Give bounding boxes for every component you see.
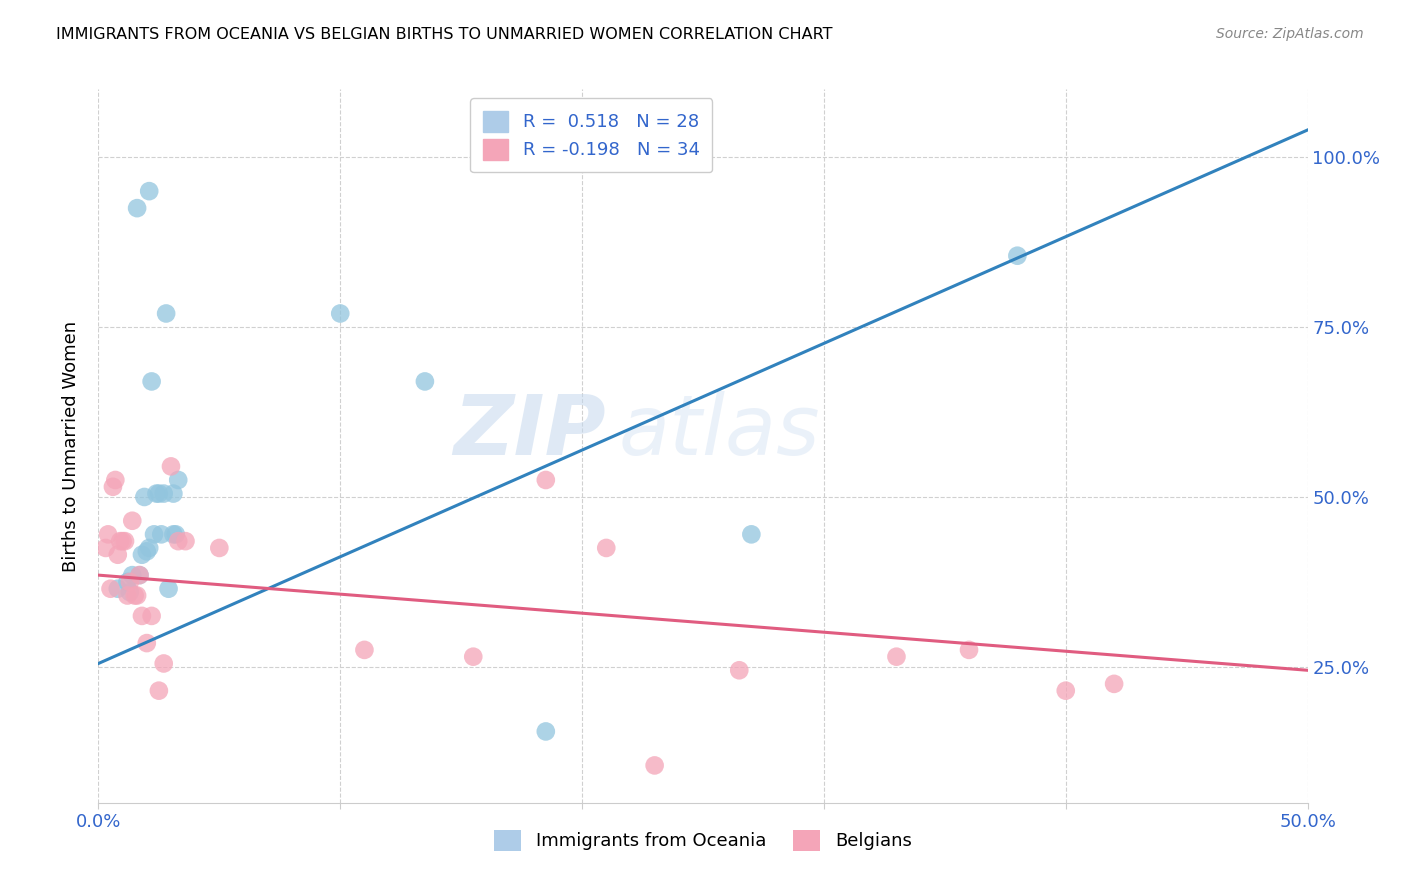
Point (127, 201, 149, 215)
Point (131, 608, 153, 623)
Point (740, 527, 762, 541)
Point (157, 582, 180, 596)
Text: atlas: atlas (619, 392, 820, 472)
Point (957, 643, 980, 657)
Point (143, 527, 166, 541)
Point (208, 541, 231, 555)
Point (534, 724, 557, 739)
Point (1007, 249, 1029, 263)
Point (111, 534, 134, 549)
Point (138, 184, 160, 198)
Legend: Immigrants from Oceania, Belgians: Immigrants from Oceania, Belgians (486, 822, 920, 858)
Point (413, 375, 436, 389)
Point (128, 568, 150, 582)
Point (165, 527, 187, 541)
Point (152, 657, 174, 671)
Point (353, 643, 375, 657)
Point (117, 589, 139, 603)
Point (100, 582, 122, 596)
Text: ZIP: ZIP (454, 392, 606, 472)
Point (595, 541, 617, 555)
Point (148, 486, 170, 500)
Point (127, 589, 149, 603)
Point (141, 375, 163, 389)
Point (174, 534, 197, 549)
Point (148, 683, 170, 698)
Point (162, 486, 184, 500)
Point (167, 534, 190, 549)
Text: Source: ZipAtlas.com: Source: ZipAtlas.com (1216, 27, 1364, 41)
Point (150, 527, 173, 541)
Point (155, 306, 177, 320)
Point (117, 574, 139, 589)
Point (131, 548, 153, 562)
Point (886, 649, 908, 664)
Point (1054, 683, 1077, 698)
Point (329, 306, 352, 320)
Point (152, 486, 174, 500)
Point (101, 480, 124, 494)
Point (463, 649, 485, 664)
Point (138, 541, 160, 555)
Point (162, 527, 184, 541)
Point (97, 527, 120, 541)
Point (534, 473, 557, 487)
Point (108, 534, 131, 549)
Point (121, 568, 143, 582)
Point (114, 534, 136, 549)
Point (1102, 677, 1125, 691)
Point (118, 585, 141, 599)
Y-axis label: Births to Unmarried Women: Births to Unmarried Women (62, 320, 80, 572)
Point (104, 473, 127, 487)
Point (135, 544, 157, 558)
Point (728, 663, 751, 677)
Point (160, 459, 183, 474)
Point (145, 486, 167, 500)
Point (644, 758, 666, 772)
Point (107, 582, 129, 596)
Point (167, 473, 190, 487)
Point (118, 574, 141, 589)
Point (141, 608, 163, 623)
Point (107, 548, 129, 562)
Point (134, 490, 156, 504)
Point (135, 636, 157, 650)
Point (121, 514, 143, 528)
Text: IMMIGRANTS FROM OCEANIA VS BELGIAN BIRTHS TO UNMARRIED WOMEN CORRELATION CHART: IMMIGRANTS FROM OCEANIA VS BELGIAN BIRTH… (56, 27, 832, 42)
Point (94, 541, 117, 555)
Point (124, 589, 146, 603)
Point (128, 568, 150, 582)
